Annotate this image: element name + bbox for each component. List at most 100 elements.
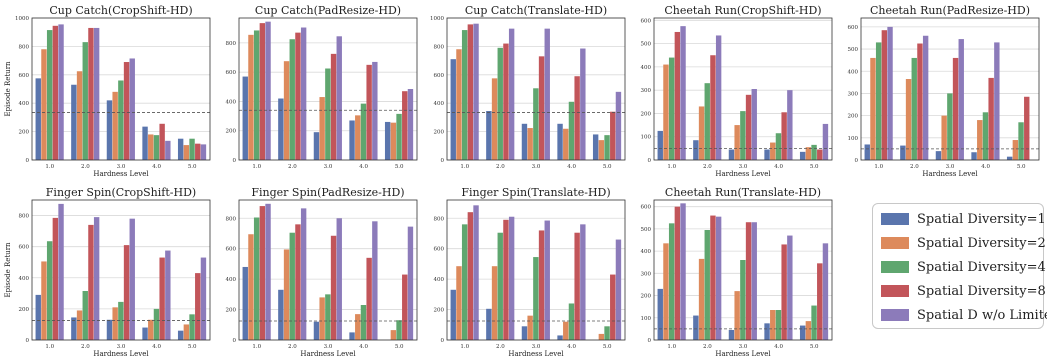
bar (527, 128, 533, 160)
x-tick-label: 3.0 (324, 164, 333, 170)
y-tick-label: 100 (848, 136, 859, 142)
bar (123, 62, 130, 160)
bar (598, 333, 605, 340)
y-tick-label: 200 (848, 114, 859, 120)
plot-frame (446, 199, 626, 341)
bar (467, 212, 474, 340)
bar (384, 121, 391, 160)
bar (781, 112, 787, 160)
bar (674, 206, 681, 340)
x-tick-label: 5.0 (188, 344, 197, 350)
x-tick-label: 3.0 (117, 344, 126, 350)
bar (977, 120, 983, 160)
bar (153, 135, 160, 160)
x-tick-label: 3.0 (117, 164, 126, 170)
bar (189, 314, 195, 340)
bar (533, 88, 539, 160)
x-tick-label: 2.0 (288, 164, 297, 170)
bar (461, 224, 468, 340)
chart-title: Cup Catch(Translate-HD) (465, 4, 607, 17)
bar (159, 123, 165, 160)
chart-panel: 0 200 400 600 800 1.0 2.0 3.0 4.0 5.0 Cup Catch(Pa… (226, 4, 418, 170)
x-tick-label: 2.0 (703, 344, 712, 350)
y-axis-label: Episode Return (4, 242, 12, 298)
bar (58, 203, 64, 340)
bar (402, 274, 408, 340)
y-tick-label: 800 (434, 44, 445, 50)
bar (71, 317, 77, 340)
plot-frame (238, 17, 418, 161)
bar (200, 257, 207, 340)
x-tick-label: 3.0 (324, 344, 333, 350)
bar (46, 241, 53, 340)
x-axis-label: Hardness Level (508, 350, 564, 356)
y-tick-label: 600 (434, 73, 445, 79)
x-tick-label: 4.0 (359, 164, 368, 170)
chart-title: Cup Catch(PadResize-HD) (255, 4, 401, 17)
bar (349, 332, 355, 340)
bar (153, 308, 160, 340)
x-tick-label: 4.0 (981, 164, 990, 170)
bar (259, 206, 266, 340)
bar (106, 100, 113, 160)
bar (35, 294, 41, 340)
x-tick-label: 1.0 (667, 344, 676, 350)
bar (390, 330, 397, 340)
bar (922, 35, 929, 160)
y-tick-label: 0 (441, 158, 445, 164)
bar (668, 57, 675, 160)
bar (195, 143, 201, 160)
bar (253, 30, 260, 160)
y-tick-label: 500 (848, 47, 859, 53)
bar (396, 320, 402, 340)
bar (148, 134, 154, 160)
x-tick-label: 2.0 (703, 164, 712, 170)
bar (71, 84, 77, 160)
bar (698, 106, 705, 160)
bar (123, 245, 130, 340)
y-tick-label: 800 (434, 216, 445, 222)
chart-title: Finger Spin(PadResize-HD) (251, 186, 404, 199)
bar (740, 260, 746, 340)
legend-item: Spatial D w/o Limited (881, 305, 1047, 325)
bar (300, 27, 307, 160)
bar (407, 89, 414, 160)
chart-panel: 0 200 400 600 800 1000 1.0 2.0 3.0 4.0 5.0 Cup Catc… (430, 4, 626, 170)
bar (734, 291, 740, 340)
plot-frame (446, 17, 626, 161)
x-tick-label: 5.0 (603, 344, 612, 350)
bar (574, 76, 580, 160)
bar (764, 149, 770, 160)
y-tick-label: 0 (233, 158, 237, 164)
bar (811, 305, 817, 340)
bar (473, 23, 479, 161)
bar (870, 57, 876, 160)
bar (781, 244, 787, 340)
bar (491, 78, 498, 160)
y-tick-label: 400 (226, 99, 237, 105)
bar (864, 144, 870, 160)
bar (142, 327, 148, 340)
x-tick-label: 3.0 (532, 164, 541, 170)
bar (295, 32, 301, 160)
x-tick-label: 3.0 (739, 344, 748, 350)
legend: Spatial Diversity=1 Spatial Diversity=2 … (872, 203, 1047, 329)
plot-frame (860, 17, 1040, 161)
chart-title: Cheetah Run(PadResize-HD) (870, 4, 1030, 17)
x-tick-label: 5.0 (810, 344, 819, 350)
bar (1012, 140, 1019, 160)
bar (300, 208, 307, 340)
bar (710, 215, 716, 340)
bar (674, 31, 681, 161)
chart-title: Cup Catch(CropShift-HD) (49, 4, 192, 17)
bar (822, 243, 829, 340)
chart-panel: 0 200 400 600 800 1000 1.0 2.0 3.0 4.0 5.0 Cup Catc… (4, 4, 211, 178)
bar (817, 263, 823, 340)
bar (900, 145, 906, 160)
bar (734, 125, 740, 160)
bar (355, 115, 361, 160)
bar (41, 49, 47, 160)
bar (313, 132, 320, 160)
y-tick-label: 600 (19, 245, 30, 251)
